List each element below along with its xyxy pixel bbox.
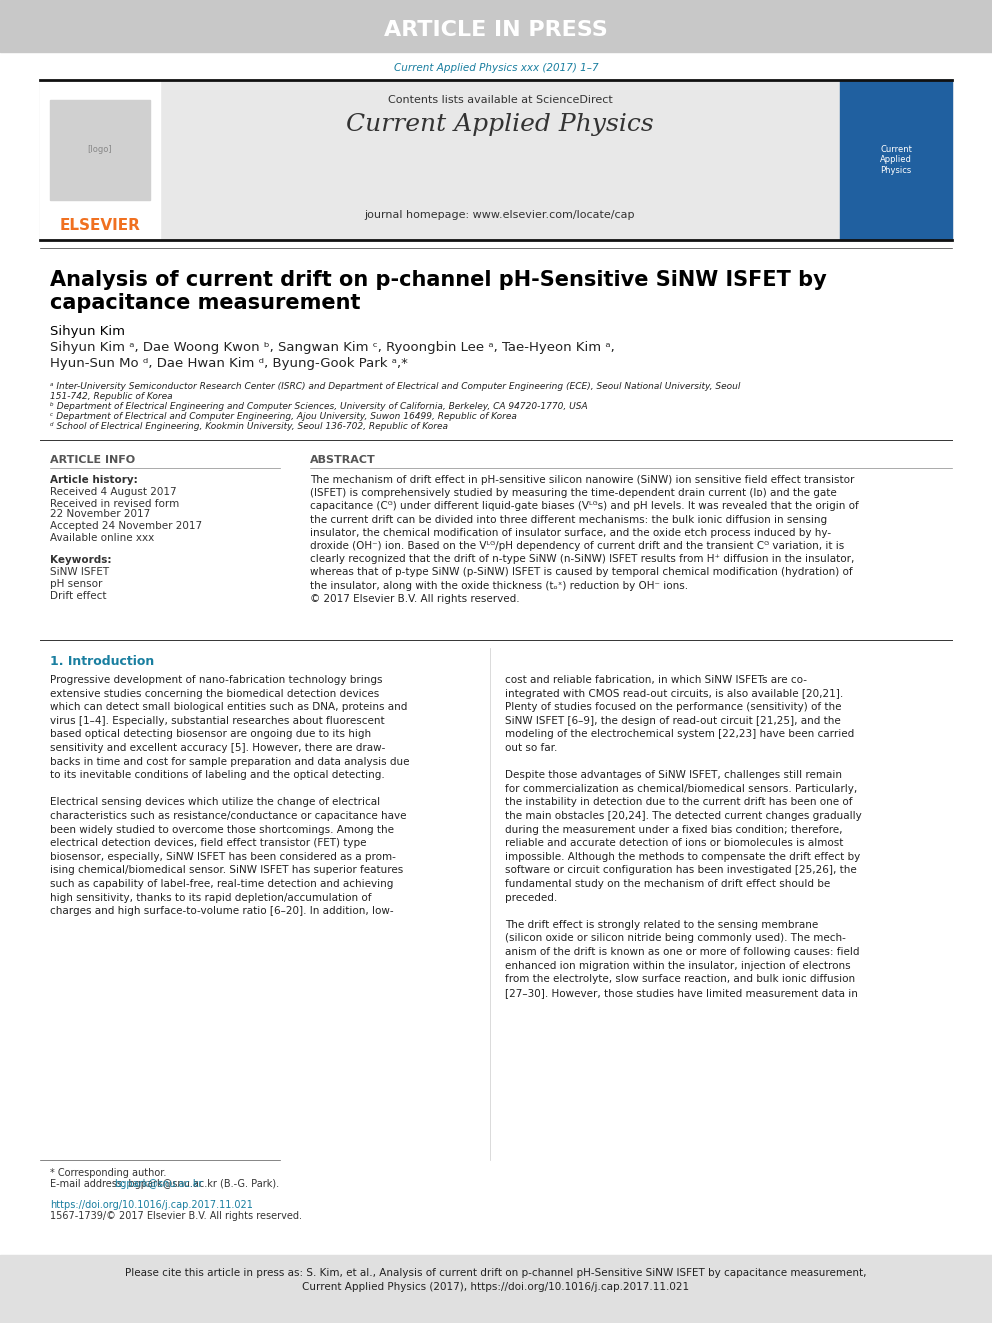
Text: Progressive development of nano-fabrication technology brings
extensive studies : Progressive development of nano-fabricat…: [50, 675, 410, 917]
Text: Keywords:: Keywords:: [50, 556, 111, 565]
Text: ARTICLE IN PRESS: ARTICLE IN PRESS: [384, 20, 608, 40]
Text: Current
Applied
Physics: Current Applied Physics: [880, 146, 912, 175]
Bar: [50, 101, 150, 200]
Text: The mechanism of drift effect in pH-sensitive silicon nanowire (SiNW) ion sensit: The mechanism of drift effect in pH-sens…: [310, 475, 859, 603]
Bar: [40, 79, 160, 239]
Text: Accepted 24 November 2017: Accepted 24 November 2017: [50, 521, 202, 531]
Text: 1. Introduction: 1. Introduction: [50, 655, 154, 668]
Bar: [840, 79, 952, 239]
Text: ARTICLE INFO: ARTICLE INFO: [50, 455, 135, 464]
Text: Article history:: Article history:: [50, 475, 138, 486]
Text: 1567-1739/© 2017 Elsevier B.V. All rights reserved.: 1567-1739/© 2017 Elsevier B.V. All right…: [50, 1211, 302, 1221]
Bar: [0, 0, 992, 52]
Text: Sihyun Kim ᵃ, Dae Woong Kwon ᵇ, Sangwan Kim ᶜ, Ryoongbin Lee ᵃ, Tae-Hyeon Kim ᵃ,: Sihyun Kim ᵃ, Dae Woong Kwon ᵇ, Sangwan …: [50, 341, 615, 355]
Text: ᵃ Inter-University Semiconductor Research Center (ISRC) and Department of Electr: ᵃ Inter-University Semiconductor Researc…: [50, 382, 740, 392]
Text: Hyun-Sun Mo ᵈ, Dae Hwan Kim ᵈ, Byung-Gook Park ᵃ,*: Hyun-Sun Mo ᵈ, Dae Hwan Kim ᵈ, Byung-Goo…: [50, 357, 408, 370]
Text: cost and reliable fabrication, in which SiNW ISFETs are co-
integrated with CMOS: cost and reliable fabrication, in which …: [505, 675, 862, 998]
Text: ᵇ Department of Electrical Engineering and Computer Sciences, University of Cali: ᵇ Department of Electrical Engineering a…: [50, 402, 587, 411]
Text: Drift effect: Drift effect: [50, 591, 106, 601]
Text: ᵈ School of Electrical Engineering, Kookmin University, Seoul 136-702, Republic : ᵈ School of Electrical Engineering, Kook…: [50, 422, 448, 431]
Text: Please cite this article in press as: S. Kim, et al., Analysis of current drift : Please cite this article in press as: S.…: [125, 1267, 867, 1293]
Text: ᶜ Department of Electrical and Computer Engineering, Ajou University, Suwon 1649: ᶜ Department of Electrical and Computer …: [50, 411, 517, 421]
Text: Current Applied Physics: Current Applied Physics: [346, 112, 654, 135]
Text: E-mail address: bgpark@snu.ac.kr (B.-G. Park).: E-mail address: bgpark@snu.ac.kr (B.-G. …: [50, 1179, 279, 1189]
Text: ELSEVIER: ELSEVIER: [60, 217, 141, 233]
Text: Sihyun Kim: Sihyun Kim: [50, 325, 129, 337]
Text: Contents lists available at ScienceDirect: Contents lists available at ScienceDirec…: [388, 95, 612, 105]
Text: 151-742, Republic of Korea: 151-742, Republic of Korea: [50, 392, 173, 401]
Text: SiNW ISFET: SiNW ISFET: [50, 568, 109, 577]
Text: * Corresponding author.: * Corresponding author.: [50, 1168, 167, 1177]
Text: pH sensor: pH sensor: [50, 579, 102, 589]
Text: bgpark@snu.ac.kr: bgpark@snu.ac.kr: [114, 1179, 202, 1189]
Text: Received in revised form: Received in revised form: [50, 499, 180, 509]
Text: Analysis of current drift on p-channel pH-Sensitive SiNW ISFET by
capacitance me: Analysis of current drift on p-channel p…: [50, 270, 826, 314]
Text: Available online xxx: Available online xxx: [50, 533, 154, 542]
Bar: [40, 79, 952, 239]
Text: ABSTRACT: ABSTRACT: [310, 455, 376, 464]
Text: Received 4 August 2017: Received 4 August 2017: [50, 487, 177, 497]
Text: Current Applied Physics xxx (2017) 1–7: Current Applied Physics xxx (2017) 1–7: [394, 64, 598, 73]
Text: journal homepage: www.elsevier.com/locate/cap: journal homepage: www.elsevier.com/locat…: [365, 210, 635, 220]
Text: https://doi.org/10.1016/j.cap.2017.11.021: https://doi.org/10.1016/j.cap.2017.11.02…: [50, 1200, 253, 1211]
Text: 22 November 2017: 22 November 2017: [50, 509, 150, 519]
Text: [logo]: [logo]: [87, 146, 112, 155]
Bar: [0, 1256, 992, 1323]
